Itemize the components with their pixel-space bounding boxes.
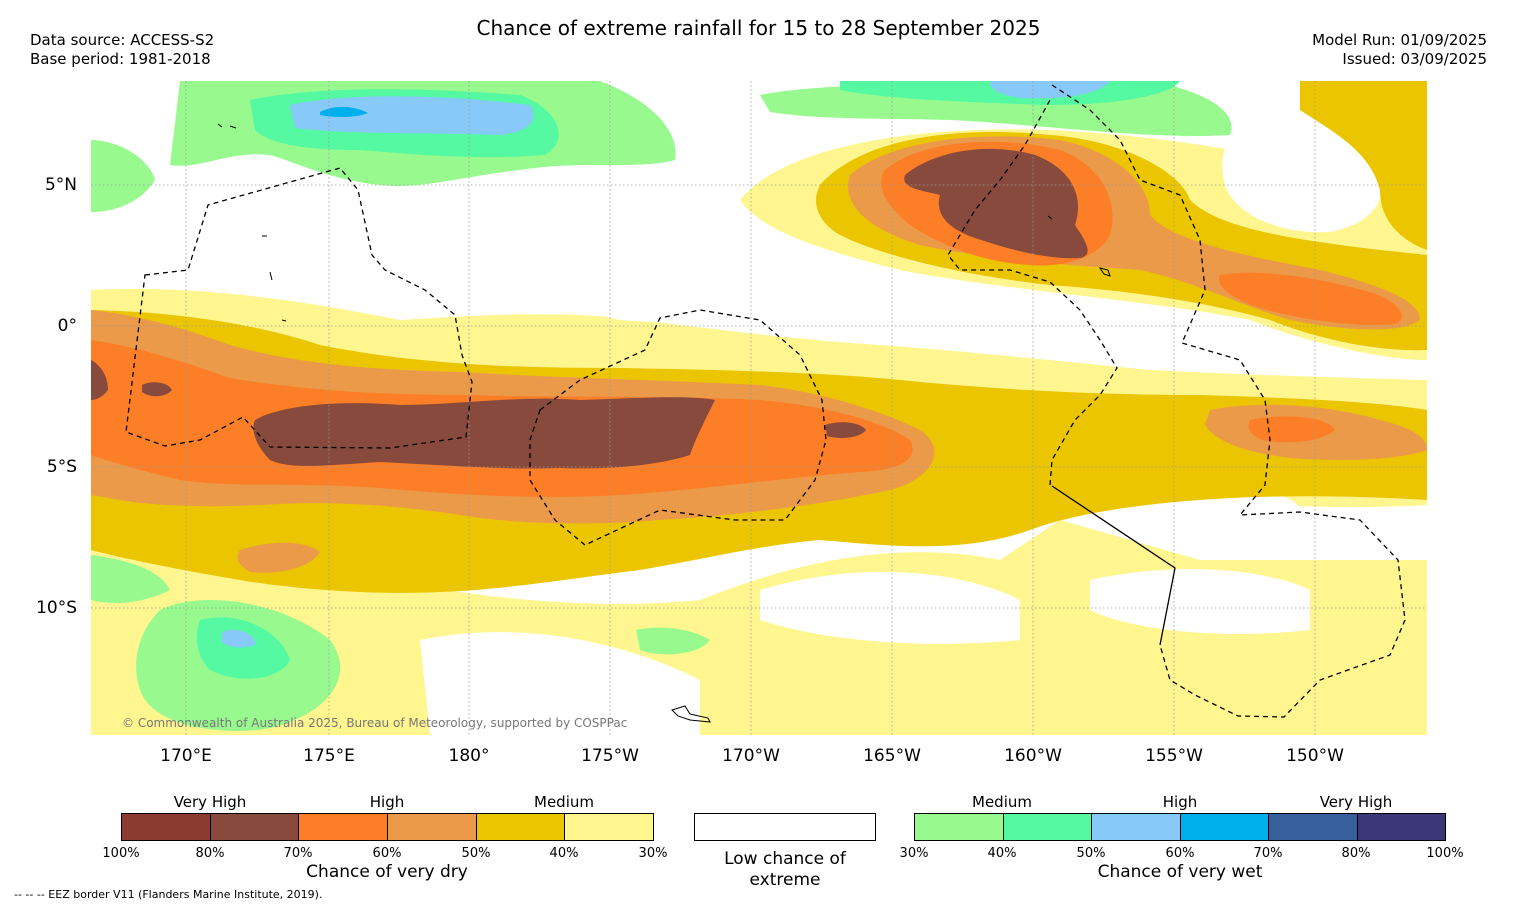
- dry-swatch: [209, 814, 299, 840]
- dry-swatch: [564, 814, 654, 840]
- lon-label: 170°W: [722, 746, 780, 766]
- dry-tick: 30%: [638, 846, 668, 861]
- south-teal-blob: [197, 617, 290, 679]
- lon-label: 180°: [448, 746, 490, 766]
- wet-swatch: [1356, 814, 1445, 840]
- eq-white-patch-central: [580, 288, 750, 322]
- ne-white-patch: [1222, 136, 1383, 233]
- dry-tick: 50%: [461, 846, 491, 861]
- ne-blue-zone: [990, 81, 1110, 99]
- wet-swatch: [915, 814, 1003, 840]
- lon-label: 150°W: [1286, 746, 1344, 766]
- wet-tick: 30%: [899, 846, 929, 861]
- low-chance-label: Low chance of extreme: [724, 849, 846, 890]
- south-white-area: [420, 632, 700, 735]
- sw-light-orange-patch: [237, 542, 320, 573]
- eez-footnote: -- -- -- EEZ border V11 (Flanders Marine…: [14, 888, 323, 901]
- issued-date: Issued: 03/09/2025: [1342, 50, 1487, 68]
- wet-category-label: High: [1162, 793, 1198, 811]
- rainfall-field: [91, 81, 1427, 735]
- dry-swatch: [122, 814, 210, 840]
- east-orange-patch: [1248, 416, 1335, 443]
- lon-label: 155°W: [1145, 746, 1203, 766]
- dry-colorbar: [121, 813, 654, 841]
- ne-orange-east-zone: [1219, 272, 1402, 326]
- map-grid: [91, 81, 1427, 735]
- lon-label: 170°E: [160, 746, 212, 766]
- wet-tick: 60%: [1165, 846, 1195, 861]
- south-white-patch-east: [760, 571, 1020, 644]
- eez-solid-border: [1051, 485, 1176, 646]
- wet-tick: 40%: [987, 846, 1017, 861]
- lat-label: 0°: [57, 316, 77, 336]
- dry-swatch: [475, 814, 565, 840]
- wet-tick: 100%: [1426, 846, 1464, 861]
- eq-brown-band: [253, 397, 716, 469]
- lat-label: 5°N: [44, 175, 77, 195]
- lat-label: 5°S: [46, 457, 77, 477]
- west-brown-patch-2: [142, 382, 172, 397]
- lon-label: 175°E: [303, 746, 355, 766]
- wet-colorbar: [914, 813, 1446, 841]
- wet-tick: 50%: [1076, 846, 1106, 861]
- dry-tick: 100%: [102, 846, 140, 861]
- sw-green-zone: [91, 555, 170, 603]
- dry-tick: 60%: [372, 846, 402, 861]
- eez-borders: [125, 84, 1406, 718]
- nw-green-zone: [91, 140, 155, 212]
- lat-label: 10°S: [36, 598, 77, 618]
- wet-swatch: [1268, 814, 1357, 840]
- wet-tick: 70%: [1253, 846, 1283, 861]
- dry-tick: 70%: [283, 846, 313, 861]
- low-chance-swatch: [694, 813, 876, 841]
- islands: [217, 123, 1111, 723]
- south-blue-spot: [222, 629, 256, 648]
- lon-label: 165°W: [863, 746, 921, 766]
- dry-swatch: [298, 814, 388, 840]
- dry-tick: 40%: [549, 846, 579, 861]
- north-deep-blue-spot: [320, 106, 368, 118]
- lon-label: 160°W: [1004, 746, 1062, 766]
- ne-brown-zone: [904, 148, 1088, 259]
- dry-category-label: Medium: [534, 793, 594, 811]
- dry-swatch: [387, 814, 476, 840]
- eq-white-patch-east: [1060, 309, 1286, 362]
- wet-swatch: [1002, 814, 1091, 840]
- data-source: Data source: ACCESS-S2: [30, 31, 215, 49]
- wet-category-label: Medium: [972, 793, 1032, 811]
- copyright-notice: © Commonwealth of Australia 2025, Bureau…: [122, 716, 628, 730]
- east-brown-patch: [825, 422, 866, 438]
- ne-gold-corner: [1300, 81, 1427, 250]
- north-blue-zone: [290, 96, 534, 135]
- west-brown-patch: [91, 360, 108, 400]
- map-title: Chance of extreme rainfall for 15 to 28 …: [476, 16, 1041, 40]
- wet-tick: 80%: [1341, 846, 1371, 861]
- dry-category-label: Very High: [173, 793, 247, 811]
- model-run: Model Run: 01/09/2025: [1312, 31, 1487, 49]
- wet-category-label: Very High: [1319, 793, 1393, 811]
- south-white-patch-far-east: [1090, 569, 1310, 634]
- wet-swatch: [1179, 814, 1268, 840]
- dry-tick: 80%: [195, 846, 225, 861]
- dry-category-label: High: [369, 793, 405, 811]
- south-green-strip: [636, 627, 710, 655]
- wet-swatch: [1091, 814, 1180, 840]
- dry-colorbar-title: Chance of very dry: [306, 862, 468, 882]
- base-period: Base period: 1981-2018: [30, 50, 211, 68]
- lon-label: 175°W: [581, 746, 639, 766]
- wet-colorbar-title: Chance of very wet: [1097, 862, 1263, 882]
